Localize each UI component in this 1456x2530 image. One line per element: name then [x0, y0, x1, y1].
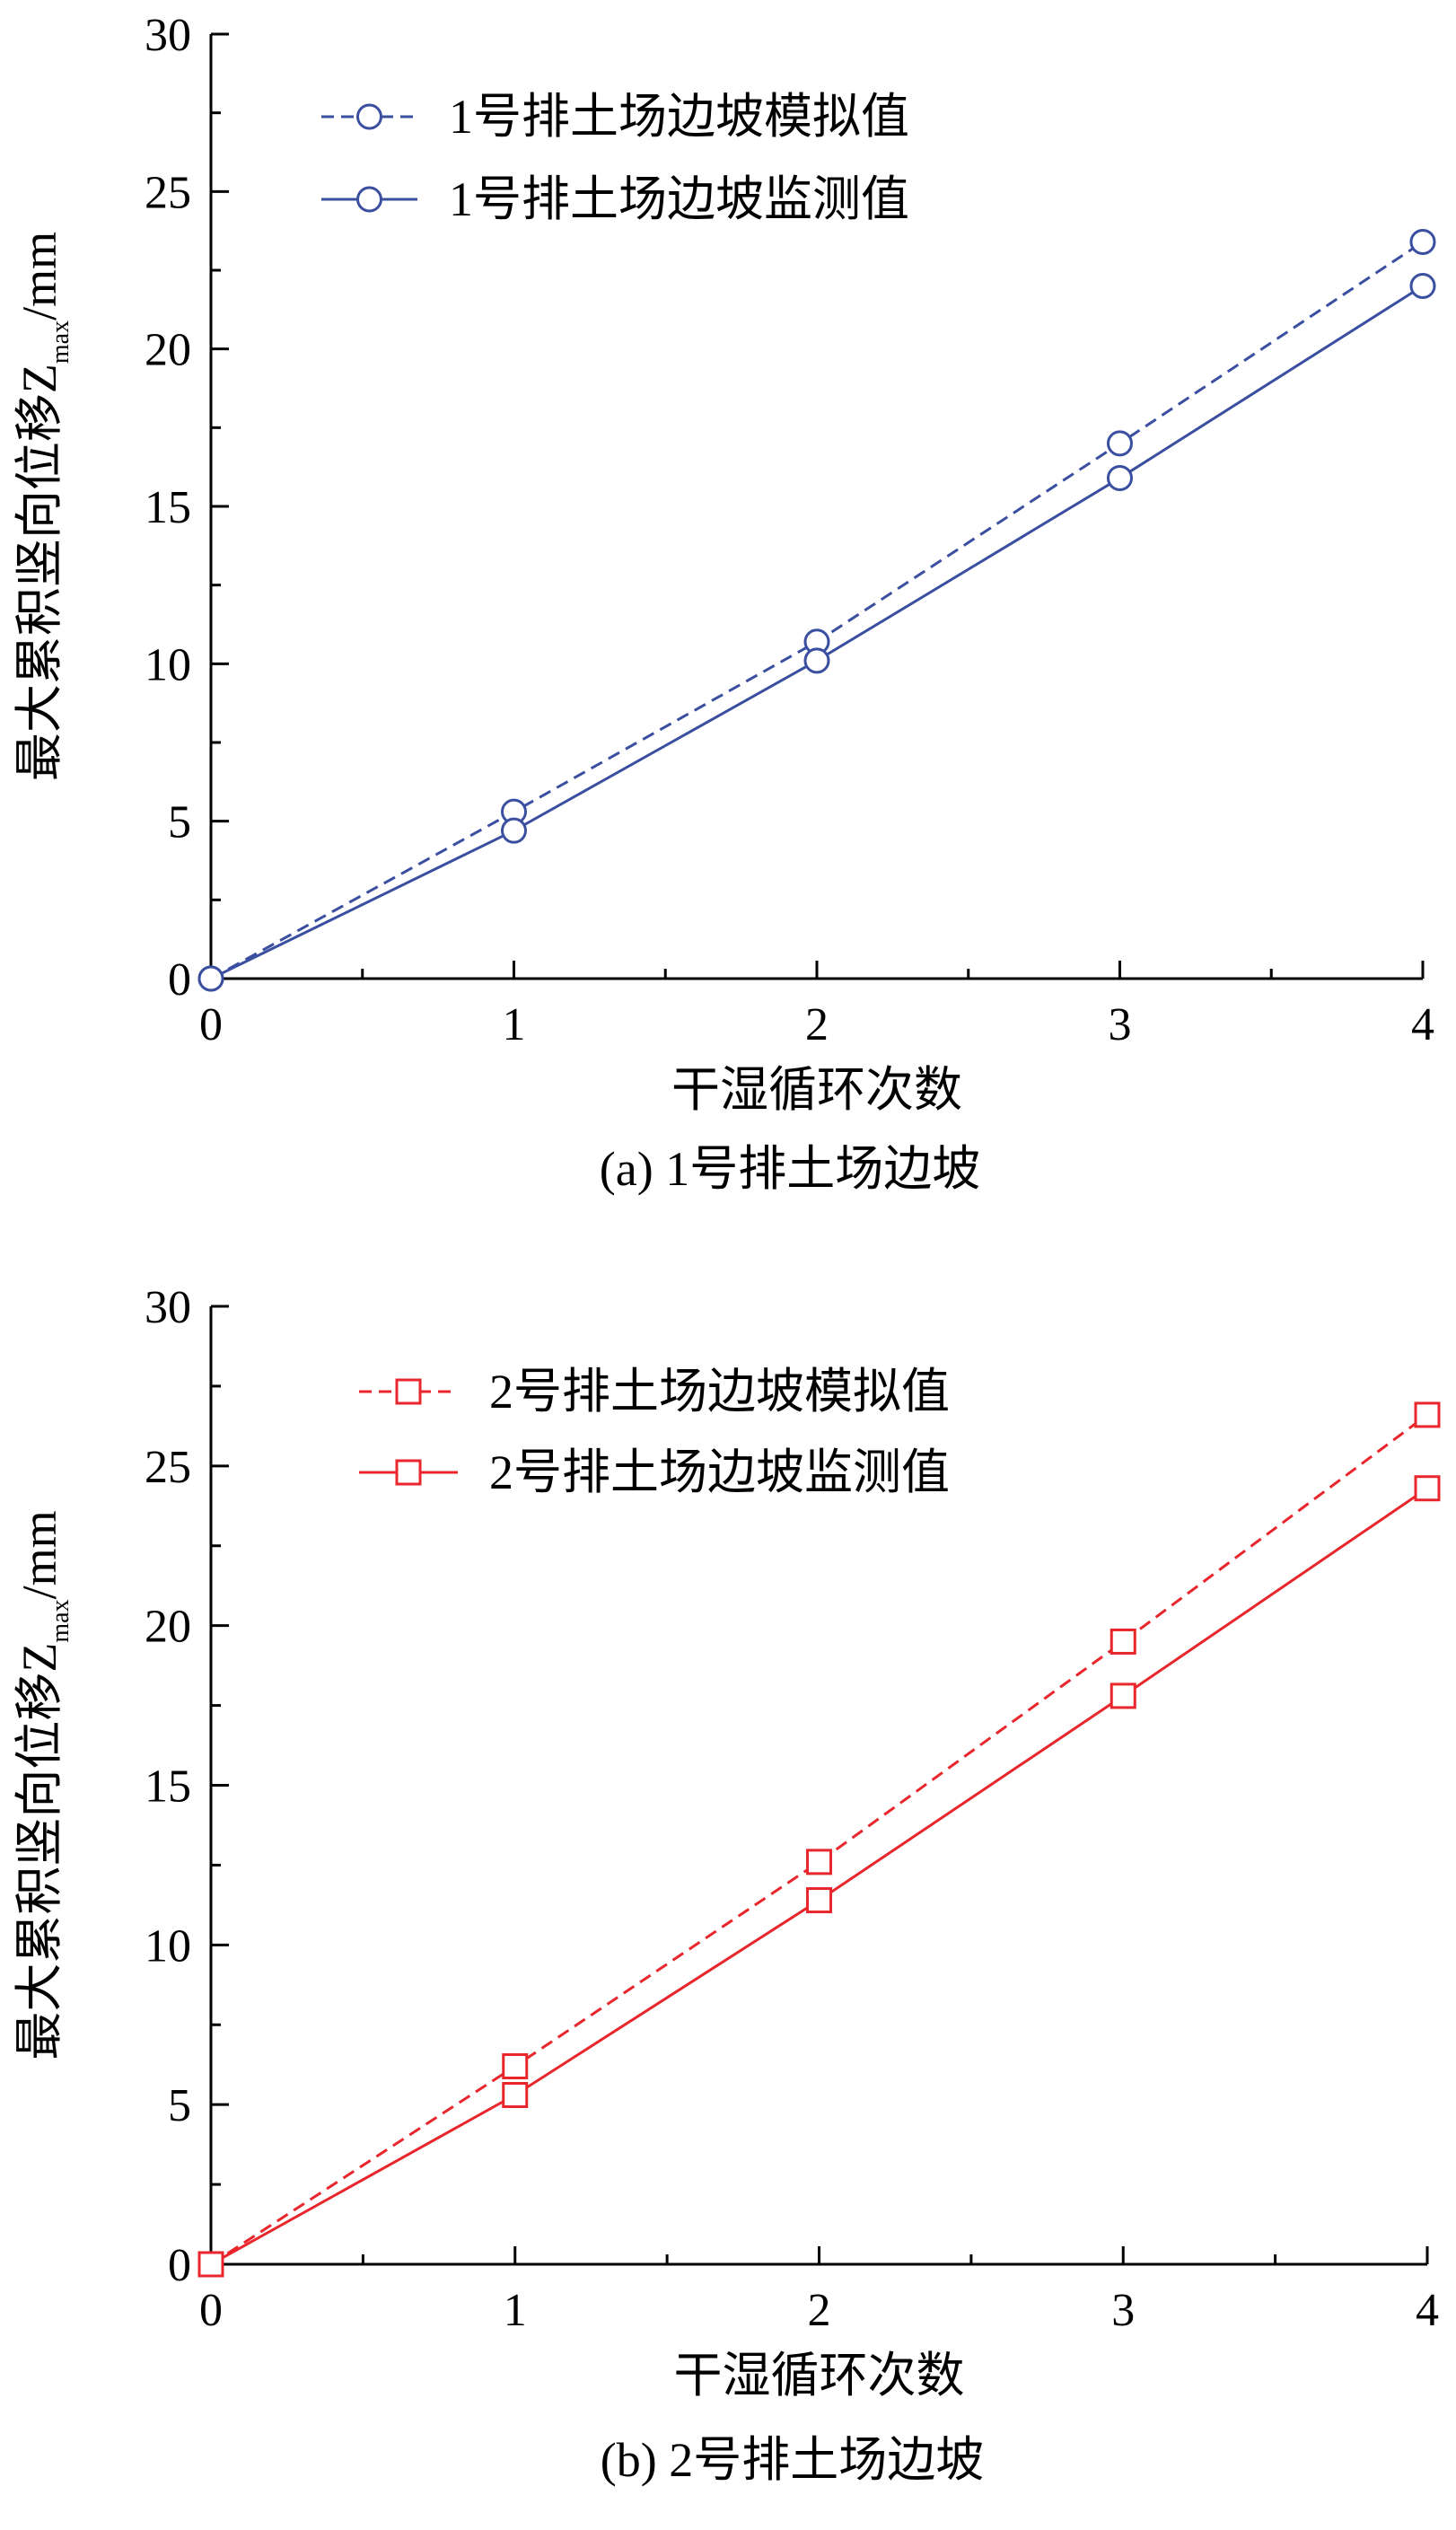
legend-label: 2号排土场边坡模拟值 — [489, 1365, 950, 1419]
data-point-simulated — [1107, 430, 1133, 457]
data-point-simulated — [1110, 1628, 1136, 1655]
data-point-monitored — [1414, 1475, 1441, 1502]
data-point-simulated — [806, 1849, 832, 1876]
y-axis-title: 最大累积竖向位移Zmax/mm — [13, 232, 75, 781]
y-tick-label: 30 — [145, 1282, 191, 1333]
legend-marker — [395, 1378, 422, 1405]
x-tick-label: 1 — [504, 2285, 527, 2336]
x-tick-label: 1 — [503, 999, 526, 1050]
x-axis-title: 干湿循环次数 — [671, 1063, 962, 1117]
y-axis-title-unit: /mm — [13, 232, 66, 321]
legend-marker — [356, 186, 382, 213]
x-axis-title: 干湿循环次数 — [674, 2349, 965, 2403]
y-tick-label: 25 — [145, 167, 191, 218]
y-axis-title-main: 最大累积竖向位移Z — [13, 364, 66, 781]
x-tick-label: 4 — [1416, 2285, 1439, 2336]
x-tick-label: 2 — [808, 2285, 831, 2336]
x-tick-label: 4 — [1411, 999, 1434, 1050]
y-tick-label: 15 — [145, 482, 191, 533]
y-tick-label: 20 — [145, 325, 191, 376]
y-axis-title-main: 最大累积竖向位移Z — [13, 1643, 66, 2060]
data-point-simulated — [1414, 1401, 1441, 1428]
data-point-monitored — [1107, 464, 1133, 491]
data-point-simulated — [1409, 228, 1436, 255]
y-axis-title-subscript: max — [47, 321, 75, 364]
y-tick-label: 5 — [168, 2080, 191, 2131]
y-axis-title-subscript: max — [47, 1599, 75, 1642]
y-axis-title-unit: /mm — [13, 1510, 66, 1599]
y-tick-label: 10 — [145, 1920, 191, 1972]
figure-caption: (a) 1号排土场边坡 — [600, 1142, 980, 1196]
data-point-monitored — [1409, 273, 1436, 300]
y-tick-label: 15 — [145, 1761, 191, 1813]
legend-label: 2号排土场边坡监测值 — [489, 1445, 950, 1499]
legend-label: 1号排土场边坡模拟值 — [449, 90, 909, 144]
x-tick-label: 2 — [805, 999, 829, 1050]
legend-marker — [356, 103, 382, 130]
x-tick-label: 0 — [199, 999, 223, 1050]
data-point-monitored — [803, 647, 830, 674]
data-point-monitored — [806, 1887, 832, 1914]
series-line-simulated — [210, 1413, 1428, 2266]
y-tick-label: 0 — [168, 954, 191, 1006]
chart-b: 0 5 10 15 20 25 30 0 1 2 3 4 2号排土场边坡模拟值 2号排土场边坡监测值干湿循… — [13, 1282, 1441, 2487]
series-line-monitored — [210, 1487, 1428, 2266]
data-point-monitored — [197, 2251, 224, 2278]
y-tick-label: 0 — [168, 2240, 191, 2291]
figure-caption: (b) 2号排土场边坡 — [601, 2433, 984, 2487]
y-tick-label: 5 — [168, 797, 191, 848]
data-point-simulated — [502, 2052, 529, 2079]
y-tick-label: 10 — [145, 639, 191, 690]
y-tick-label: 20 — [145, 1602, 191, 1653]
y-tick-label: 30 — [145, 10, 191, 61]
chart-a: 0 5 10 15 20 25 30 0 1 2 3 4 1号排土场边坡模拟值 1号排土场边坡监测值干湿循… — [13, 10, 1436, 1196]
data-point-monitored — [502, 2081, 529, 2108]
y-tick-label: 25 — [145, 1442, 191, 1493]
legend-label: 1号排土场边坡监测值 — [449, 172, 909, 226]
y-axis-title: 最大累积竖向位移Zmax/mm — [13, 1510, 75, 2060]
series-line-simulated — [210, 241, 1424, 980]
data-point-monitored — [197, 965, 224, 992]
x-tick-label: 3 — [1111, 2285, 1135, 2336]
x-tick-label: 0 — [199, 2285, 223, 2336]
legend-marker — [395, 1459, 422, 1486]
data-point-monitored — [501, 817, 527, 844]
x-tick-label: 3 — [1109, 999, 1132, 1050]
data-point-monitored — [1110, 1682, 1136, 1709]
